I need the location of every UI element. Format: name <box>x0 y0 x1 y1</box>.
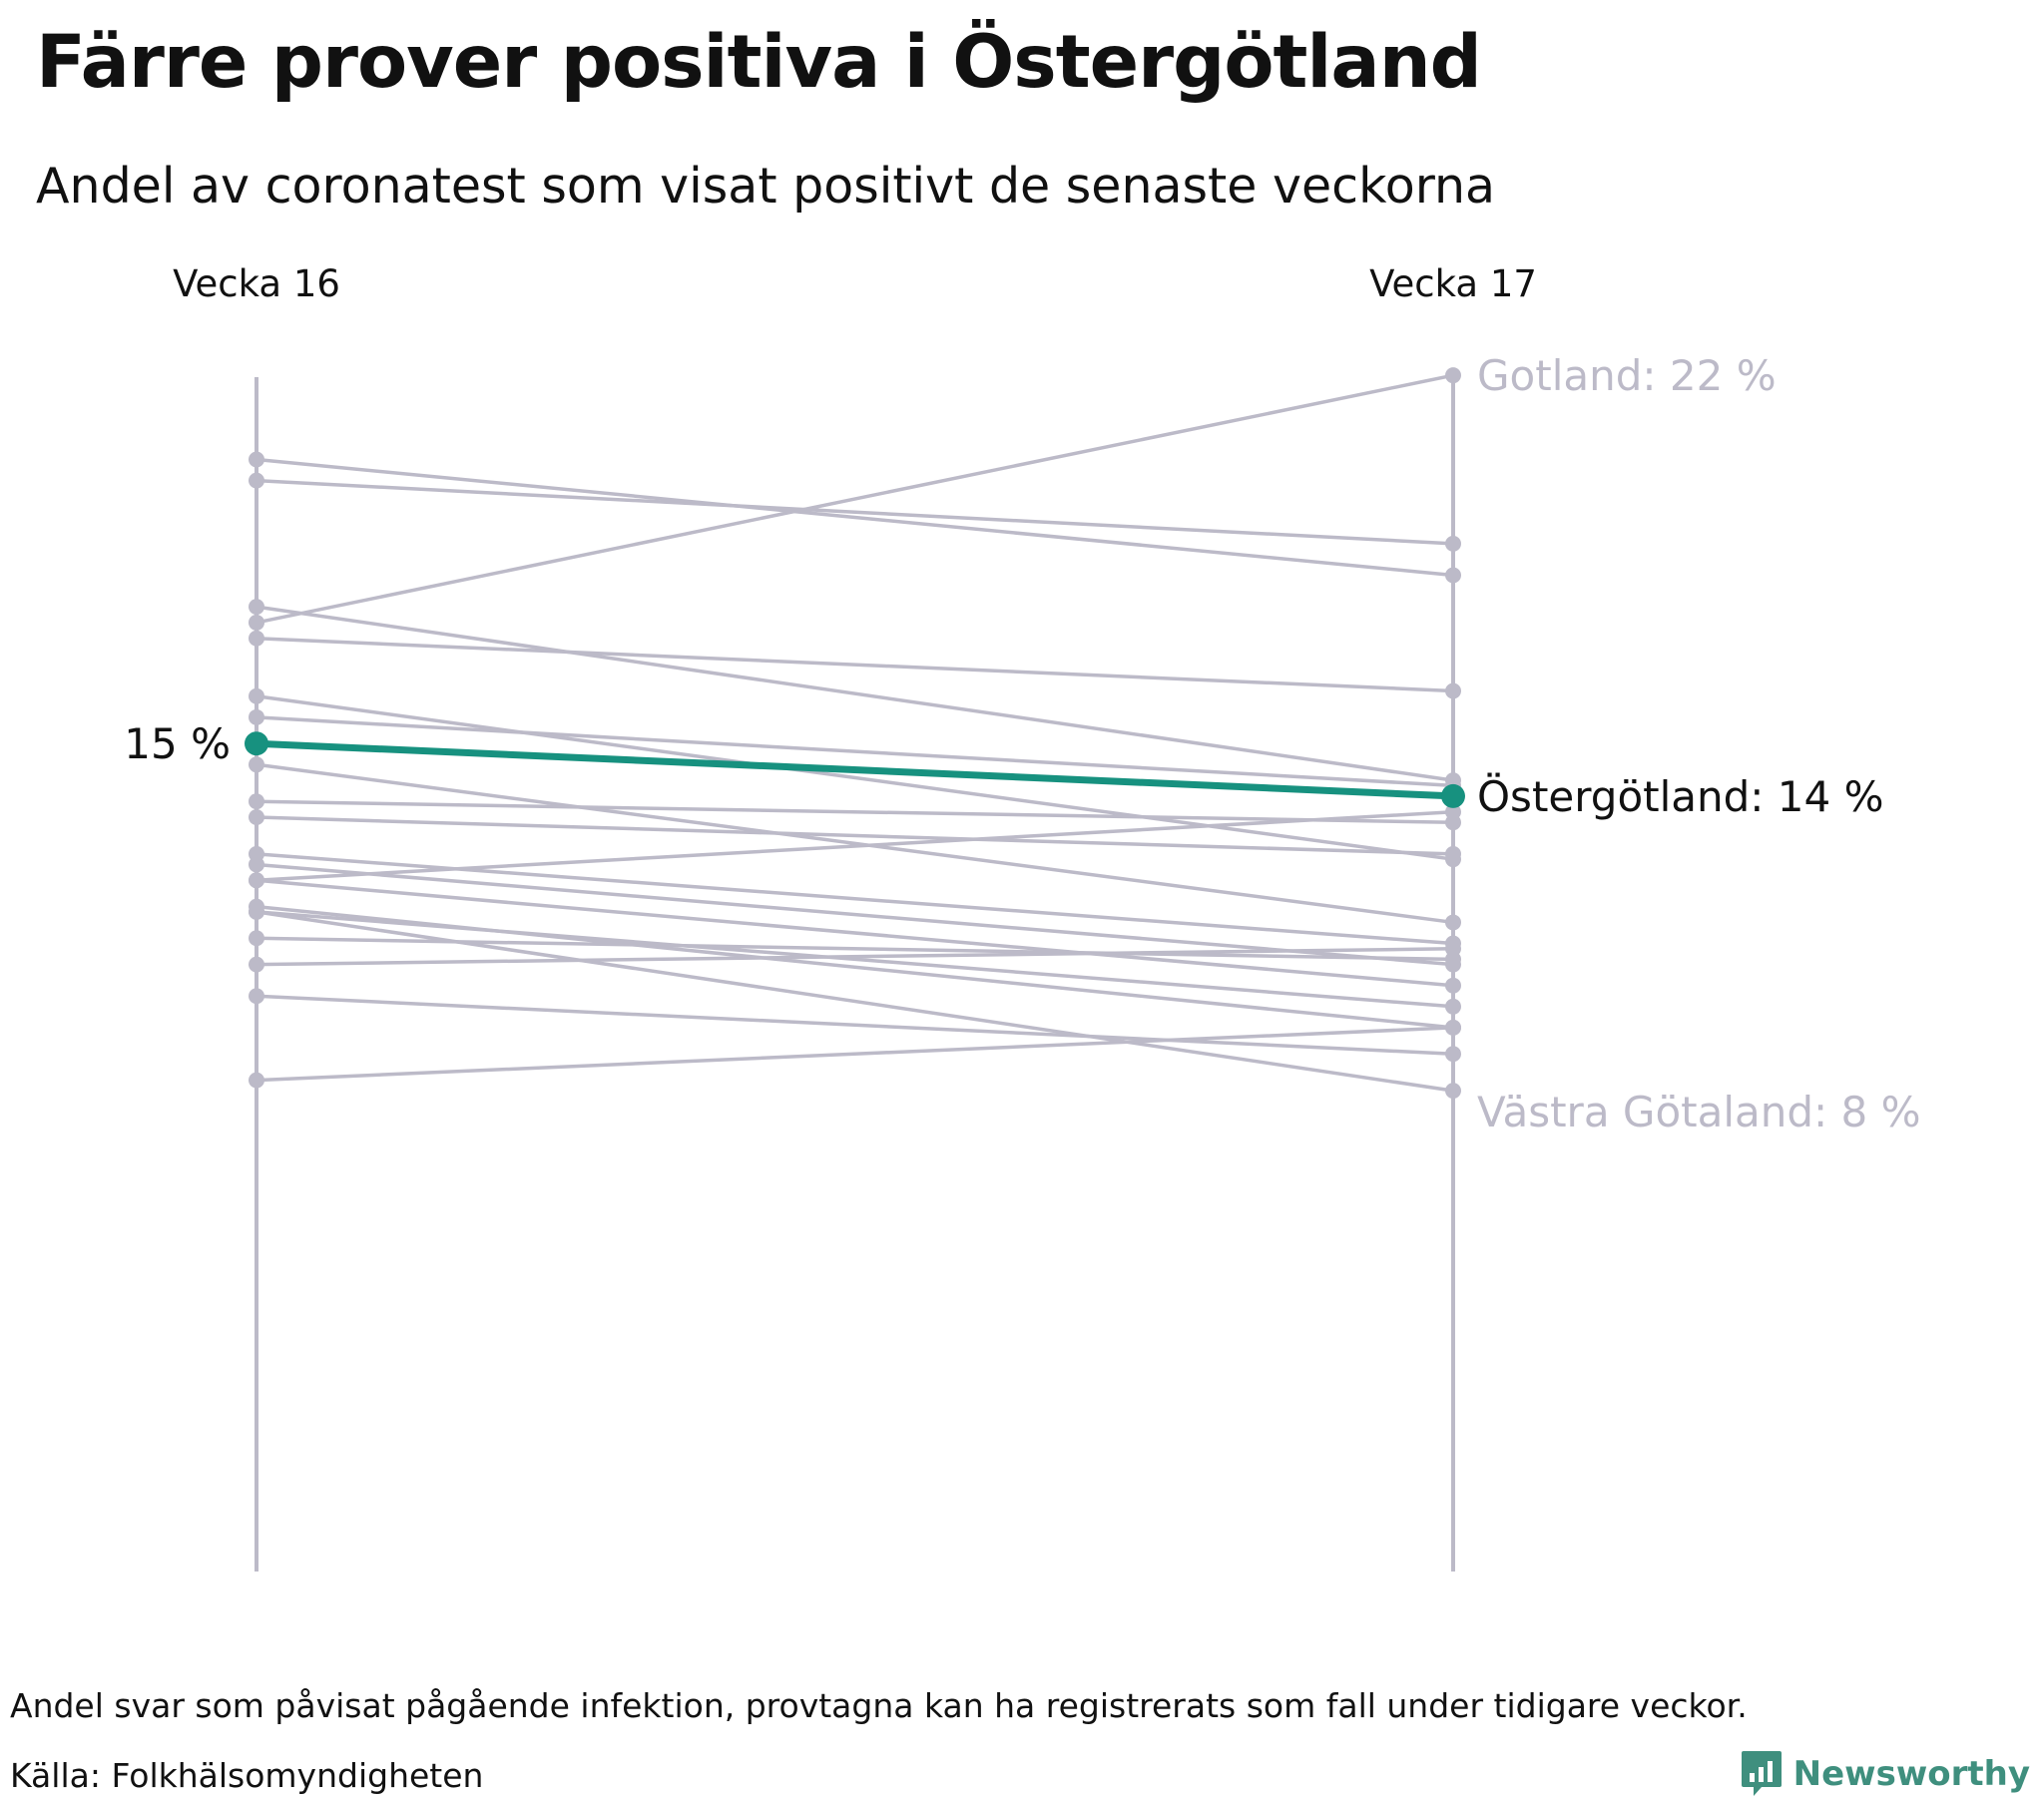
highlight-end-label: Östergötland: 14 % <box>1477 771 1884 821</box>
highlight-point-week17 <box>1441 783 1465 808</box>
series-point-week16 <box>249 930 264 947</box>
series-point-week16 <box>249 809 264 826</box>
highlight-layer <box>245 731 1465 808</box>
source-note: Källa: Folkhälsomyndigheten <box>10 1756 484 1795</box>
series-line <box>256 1026 1454 1083</box>
series-point-week16 <box>249 756 264 773</box>
chart-subtitle: Andel av coronatest som visat positivt d… <box>36 158 1496 215</box>
series-line <box>256 478 1454 546</box>
series-point-week16 <box>249 614 264 631</box>
series-line <box>256 947 1454 967</box>
brand-logo: Newsworthy <box>1740 1749 2030 1799</box>
brand-name: Newsworthy <box>1792 1754 2030 1794</box>
series-line <box>256 910 1454 1093</box>
chart-title: Färre prover positiva i Östergötland <box>36 20 1482 105</box>
highlight-start-label: 15 % <box>124 719 231 768</box>
x-label-week16: Vecka 16 <box>173 262 340 305</box>
highlight-point-week16 <box>245 731 268 756</box>
series-point-week17 <box>1445 803 1461 820</box>
series-line <box>256 762 1454 925</box>
series-point-week16 <box>249 472 264 489</box>
series-line <box>256 862 1454 967</box>
footnote: Andel svar som påvisat pågående infektio… <box>10 1686 1748 1725</box>
series-point-week16 <box>249 988 264 1005</box>
series-point-week17 <box>1445 1019 1461 1036</box>
series-point-week16 <box>249 903 264 920</box>
series-point-week17 <box>1445 977 1461 994</box>
series-point-week16 <box>249 872 264 889</box>
annotation-gotland: Gotland: 22 % <box>1477 351 1777 400</box>
series-point-week17 <box>1445 567 1461 584</box>
newsworthy-logo-icon <box>1741 1751 1782 1796</box>
series-point-week16 <box>249 956 264 973</box>
series-point-week17 <box>1445 940 1461 957</box>
series-line <box>256 637 1454 693</box>
annotation-vastra-gotaland: Västra Götaland: 8 % <box>1477 1088 1921 1136</box>
series-layer <box>249 367 1461 1100</box>
highlight-line-ostergotland <box>256 739 1454 800</box>
series-point-week16 <box>249 451 264 468</box>
series-point-week16 <box>249 1072 264 1089</box>
series-line <box>256 605 1454 782</box>
x-label-week17: Vecka 17 <box>1369 262 1537 305</box>
series-point-week16 <box>249 856 264 873</box>
series-point-week17 <box>1445 367 1461 384</box>
series-line <box>256 457 1454 578</box>
series-line <box>256 694 1454 861</box>
series-point-week17 <box>1445 1083 1461 1100</box>
series-point-week16 <box>249 793 264 810</box>
series-point-week17 <box>1445 535 1461 552</box>
series-line <box>256 715 1454 788</box>
series-point-week17 <box>1445 682 1461 699</box>
series-line <box>256 373 1454 625</box>
series-point-week17 <box>1445 1046 1461 1063</box>
series-point-week17 <box>1445 914 1461 931</box>
series-point-week16 <box>249 708 264 725</box>
series-line <box>256 878 1454 988</box>
series-point-week16 <box>249 687 264 704</box>
series-line <box>256 994 1454 1056</box>
series-point-week17 <box>1445 998 1461 1015</box>
series-line <box>256 809 1454 883</box>
series-point-week17 <box>1445 845 1461 862</box>
series-point-week16 <box>249 599 264 616</box>
series-line <box>256 815 1454 856</box>
slope-chart: Vecka 16 Vecka 17 15 % Östergötland: 14 … <box>124 262 1921 1572</box>
series-line <box>256 799 1454 825</box>
series-point-week16 <box>249 630 264 647</box>
series-line <box>256 910 1454 1009</box>
